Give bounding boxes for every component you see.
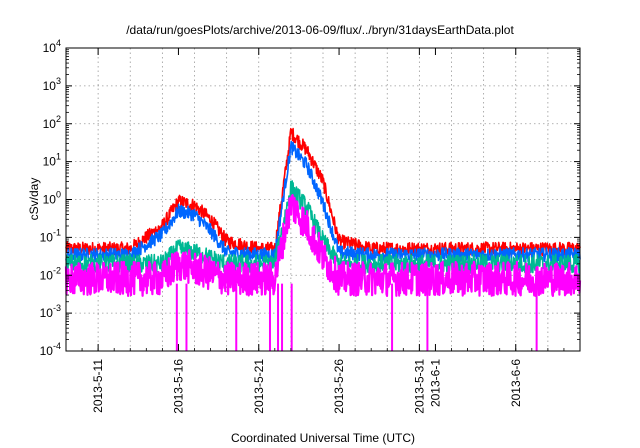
y-tick-label: 104 (43, 38, 61, 55)
y-tick-exponent: 0 (56, 190, 61, 200)
y-tick-exponent: 3 (56, 76, 61, 86)
y-tick-exponent: 1 (56, 152, 61, 162)
series-line (65, 140, 581, 263)
x-tick-label: 2013-5-16 (171, 359, 185, 414)
y-tick-label: 102 (43, 114, 61, 131)
y-tick-label: 10-2 (40, 265, 61, 282)
series-line (65, 127, 581, 257)
y-tick-exponent: 2 (56, 114, 61, 124)
y-tick-label: 100 (43, 190, 61, 207)
x-axis-title: Coordinated Universal Time (UTC) (231, 431, 415, 445)
x-tick-label: 2013-5-11 (91, 359, 105, 413)
x-axis: 2013-5-11 2013-5-16 2013-5-21 2013-5-26 2013… (81, 48, 565, 414)
y-tick-label: 101 (43, 152, 61, 169)
series-line (64, 194, 582, 297)
y-tick-label: 103 (43, 76, 61, 93)
chart-title: /data/run/goesPlots/archive/2013-06-09/f… (126, 23, 514, 37)
y-tick-exponent: 4 (56, 38, 61, 48)
y-axis-title: cSv/day (27, 178, 41, 221)
y-tick-label: 10-1 (40, 227, 61, 244)
x-tick-label: 2013-6-1 (428, 359, 442, 407)
x-tick-label: 2013-6-6 (509, 359, 523, 407)
y-tick-label: 10-4 (40, 341, 61, 358)
series-line (65, 180, 581, 275)
x-tick-label: 2013-5-21 (252, 359, 266, 414)
y-tick-exponent: -1 (53, 227, 61, 237)
x-tick-label: 2013-5-26 (332, 359, 346, 414)
y-tick-exponent: -3 (53, 303, 61, 313)
y-tick-exponent: -2 (53, 265, 61, 275)
y-tick-exponent: -4 (53, 341, 61, 351)
x-tick-label: 2013-5-31 (412, 359, 426, 414)
series-layer (64, 127, 582, 351)
grid (66, 48, 580, 351)
y-tick-label: 10-3 (40, 303, 61, 320)
